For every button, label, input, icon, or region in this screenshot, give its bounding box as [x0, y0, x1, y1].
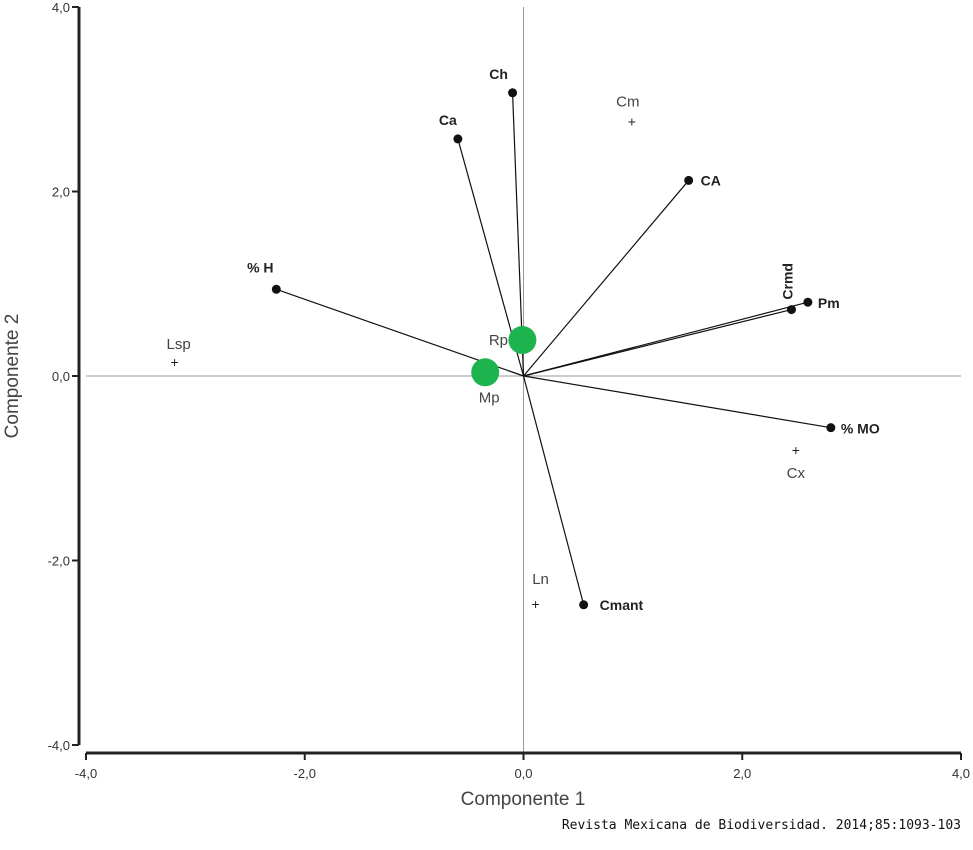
vector-endpoint	[453, 134, 463, 144]
vector-endpoint	[684, 175, 694, 185]
vector-label: % MO	[841, 421, 880, 437]
x-tick-label: 4,0	[952, 766, 970, 781]
highlight-point	[471, 358, 500, 387]
x-tick-label: 0,0	[514, 766, 532, 781]
x-tick-label: 2,0	[733, 766, 751, 781]
loading-vector	[522, 375, 585, 605]
vector-endpoint	[579, 600, 589, 610]
vector-label: Crmd	[779, 263, 795, 300]
y-tick-label: -4,0	[48, 738, 70, 753]
site-marker: +	[792, 442, 800, 458]
site-label: Cm	[616, 93, 639, 110]
vector-label: Pm	[818, 295, 840, 311]
loading-vector	[523, 375, 831, 429]
highlight-label: Mp	[479, 389, 500, 406]
loading-vector	[523, 180, 690, 377]
vector-label: Ca	[439, 112, 457, 128]
vector-endpoint	[803, 297, 813, 307]
x-tick-label: -2,0	[294, 766, 316, 781]
x-tick-label: -4,0	[75, 766, 97, 781]
highlight-point	[508, 326, 537, 355]
vector-endpoint	[826, 423, 836, 433]
vector-label: % H	[247, 259, 273, 275]
vector-label: Cmant	[600, 597, 644, 613]
y-tick-label: 4,0	[52, 0, 70, 15]
y-tick-label: 0,0	[52, 369, 70, 384]
loading-vector	[523, 301, 809, 377]
y-axis-label: Componente 2	[2, 314, 23, 439]
y-tick-label: -2,0	[48, 554, 70, 569]
site-label: Cx	[787, 465, 806, 482]
source-citation: Revista Mexicana de Biodiversidad. 2014;…	[561, 818, 961, 833]
x-axis-label: Componente 1	[461, 789, 586, 810]
site-label: Lsp	[167, 336, 191, 353]
site-marker: +	[531, 596, 539, 612]
site-marker: +	[628, 113, 636, 129]
vector-endpoint	[508, 88, 518, 98]
highlight-label: Rp	[489, 332, 508, 349]
vector-endpoint	[271, 284, 281, 294]
site-marker: +	[171, 354, 179, 370]
vector-label: Ch	[489, 66, 508, 82]
y-tick-label: 2,0	[52, 185, 70, 200]
vector-label: CA	[701, 172, 721, 188]
site-label: Ln	[532, 571, 549, 588]
